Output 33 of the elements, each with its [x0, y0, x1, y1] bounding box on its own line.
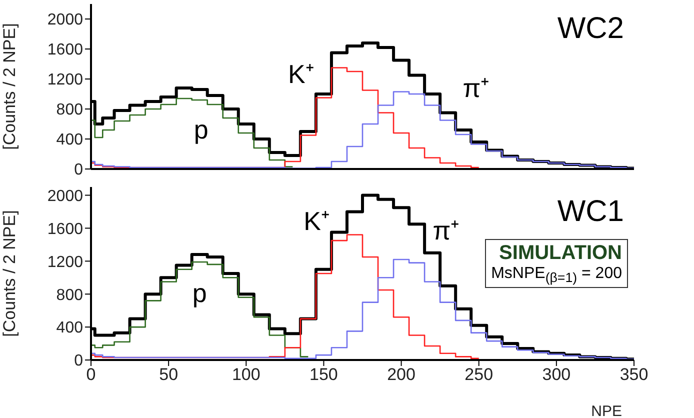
- y-tick-label: 800: [56, 102, 84, 119]
- y-tick-label: 2000: [47, 188, 84, 205]
- x-tick-label: 200: [387, 365, 416, 384]
- y-tick-label: 1200: [47, 72, 84, 89]
- x-tick-label: 0: [86, 365, 96, 384]
- series-label: K⁺: [288, 58, 314, 89]
- x-tick-label: 100: [232, 365, 260, 384]
- y-tick-label: 0: [74, 162, 84, 179]
- annotation: SIMULATION: [498, 242, 622, 265]
- series-label: K⁺: [304, 206, 330, 236]
- y-axis-title: [Counts / 2 NPE]: [0, 23, 20, 150]
- y-tick-label: 1600: [47, 220, 84, 238]
- x-axis-title: NPE: [591, 403, 622, 418]
- y-tick-label: 2000: [47, 12, 84, 29]
- y-tick-label: 1200: [47, 254, 84, 271]
- series-label: π⁺: [432, 215, 460, 246]
- y-tick-label: 400: [56, 132, 84, 149]
- annotation: WC1: [557, 195, 624, 229]
- x-tick-label: 350: [620, 365, 648, 384]
- y-tick-label: 0: [74, 352, 84, 370]
- x-tick-label: 50: [159, 365, 178, 384]
- series-label: p: [192, 278, 207, 308]
- y-axis-title: [Counts / 2 NPE]: [0, 210, 20, 337]
- y-tick-label: 1600: [47, 42, 84, 59]
- series-label: π⁺: [462, 72, 490, 103]
- series-label: p: [194, 114, 208, 144]
- x-tick-label: 250: [464, 365, 494, 384]
- y-tick-label: 400: [56, 320, 84, 337]
- annotation: MsNPE$_{(β=1)}$ = 200: [491, 265, 622, 286]
- y-tick-label: 800: [56, 286, 84, 304]
- annotation: WC2: [557, 12, 624, 46]
- x-tick-label: 150: [310, 365, 338, 384]
- x-tick-label: 300: [542, 365, 571, 384]
